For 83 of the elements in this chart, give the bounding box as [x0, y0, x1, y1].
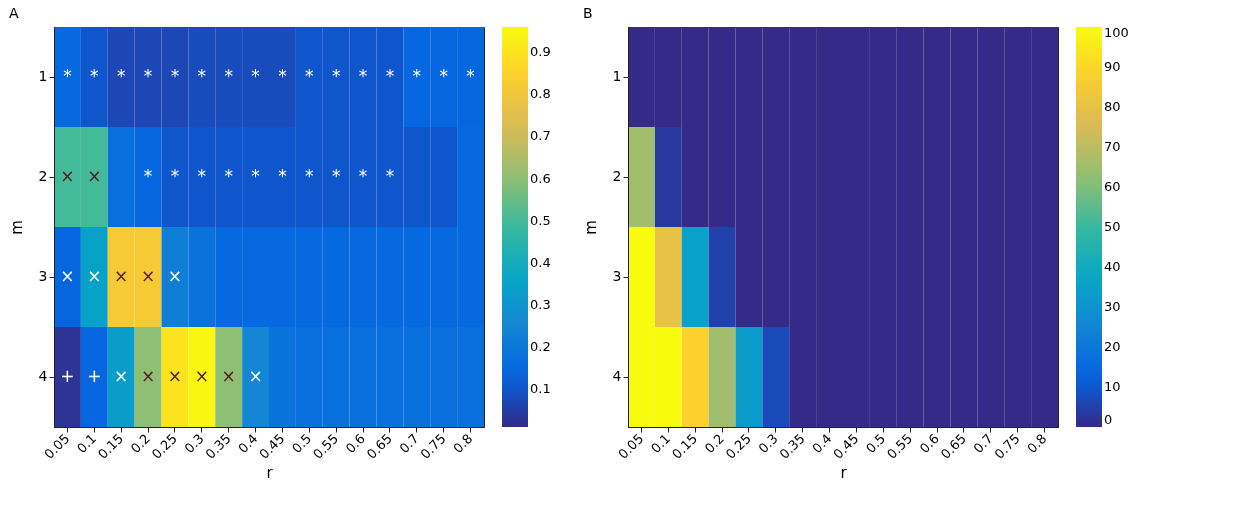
y-tick-label: 1: [38, 68, 48, 84]
x-tick-label: 0.4: [809, 430, 835, 457]
data-label: *: [331, 66, 341, 86]
y-tick-label: 4: [38, 368, 48, 384]
x-axis-title: r: [266, 463, 274, 482]
x-tick-label: 0.7: [970, 430, 996, 457]
data-label: *: [197, 66, 207, 86]
data-label: ×: [248, 366, 263, 386]
y-tick-label: 1: [612, 68, 622, 84]
y-tick-label: 3: [612, 268, 622, 284]
data-label: *: [439, 66, 448, 86]
data-label: *: [90, 66, 99, 86]
color-bar-label: 0.7: [530, 128, 551, 144]
data-label: *: [305, 66, 314, 86]
data-label: *: [385, 66, 395, 86]
data-label: *: [63, 66, 72, 86]
color-bar-label: 20: [1104, 339, 1121, 354]
x-tick-label: 0.4: [235, 430, 261, 457]
data-label: *: [278, 66, 287, 86]
data-label: *: [358, 66, 368, 86]
y-axis-title: m: [581, 220, 600, 235]
data-label: ×: [221, 366, 236, 386]
data-label: ×: [167, 366, 183, 386]
chart-title: B: [583, 5, 593, 21]
data-label: ×: [114, 366, 129, 386]
y-tick-label: 3: [38, 268, 48, 284]
data-label: *: [466, 66, 475, 86]
data-label: *: [251, 66, 260, 86]
color-bar-label: 0.8: [530, 86, 551, 102]
color-bar-label: 90: [1104, 59, 1121, 74]
color-bar-label: 40: [1104, 259, 1121, 274]
x-tick-label: 0.3: [181, 430, 207, 457]
y-axis-title: m: [7, 220, 26, 235]
data-label: *: [170, 66, 180, 86]
x-tick-label: 0.3: [755, 430, 781, 457]
data-label: ×: [194, 366, 209, 386]
data-label: *: [385, 166, 395, 186]
color-bar-label: 80: [1104, 99, 1121, 114]
data-label: +: [60, 366, 75, 386]
data-label: ×: [60, 266, 75, 286]
data-label: ×: [60, 166, 75, 186]
data-label: *: [305, 166, 314, 186]
data-label: *: [116, 66, 126, 86]
color-bar-label: 0.3: [530, 296, 551, 312]
color-bar-label: 0.9: [530, 44, 551, 60]
y-tick-label: 4: [612, 368, 622, 384]
x-tick-label: 0.8: [1024, 430, 1050, 457]
data-label: *: [224, 166, 233, 186]
color-bar-label: 100: [1104, 25, 1129, 40]
color-bar-label: 0.1: [530, 381, 551, 397]
data-label: *: [170, 166, 180, 186]
y-tick-label: 2: [612, 168, 622, 184]
data-label: *: [412, 66, 422, 86]
data-label: *: [197, 166, 207, 186]
color-bar-label: 0.4: [530, 254, 551, 270]
x-tick-label: 0.8: [450, 430, 476, 457]
data-label: *: [358, 166, 368, 186]
data-label: *: [278, 166, 287, 186]
color-bar-label: 0.5: [530, 212, 551, 228]
color-bar-label: 60: [1104, 179, 1121, 194]
color-bar-label: 70: [1104, 139, 1121, 154]
y-tick-label: 2: [38, 168, 48, 184]
data-label: *: [251, 166, 260, 186]
color-bar-label: 30: [1104, 299, 1121, 314]
data-label: ×: [140, 366, 156, 386]
data-label: +: [87, 366, 102, 386]
chart-title: A: [9, 5, 20, 21]
data-label: ×: [87, 266, 102, 286]
data-label: ×: [140, 266, 156, 286]
data-label: *: [143, 66, 153, 86]
color-bar-label: 0: [1104, 412, 1113, 427]
data-label: *: [331, 166, 341, 186]
color-bar-label: 0.2: [530, 339, 551, 354]
x-axis-title: r: [840, 463, 848, 482]
data-label: ×: [167, 266, 183, 286]
x-tick-label: 0.7: [396, 430, 422, 457]
data-label: *: [224, 66, 233, 86]
color-bar-label: 0.6: [530, 170, 551, 186]
color-bar-label: 10: [1104, 379, 1121, 394]
data-label: ×: [87, 166, 102, 186]
data-label: *: [143, 166, 153, 186]
data-label: ×: [114, 266, 129, 286]
color-bar-label: 50: [1104, 219, 1121, 234]
